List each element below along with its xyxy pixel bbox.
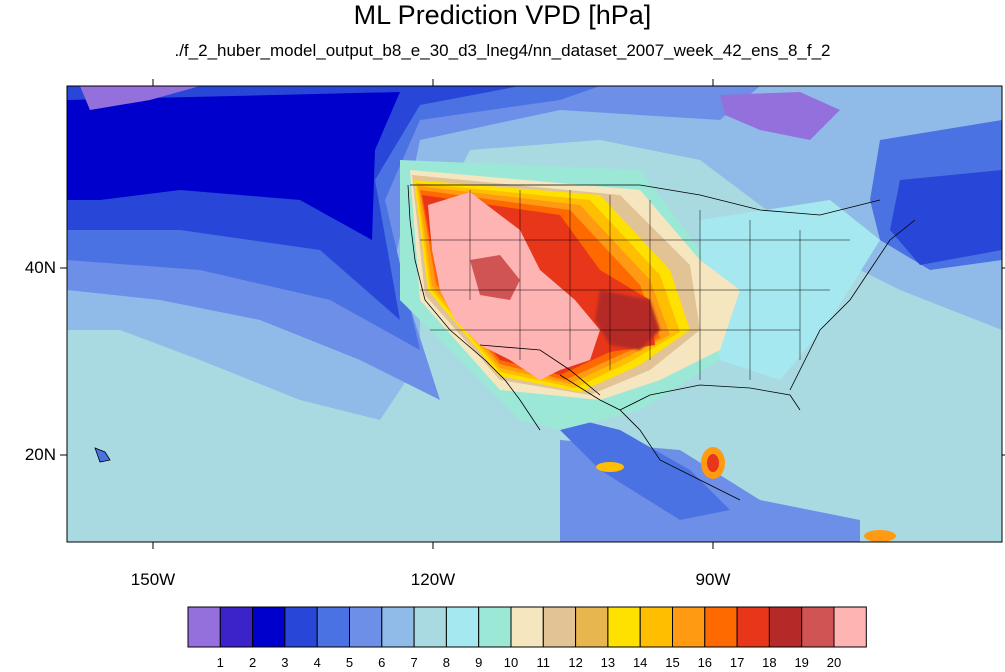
colorbar-box-6 bbox=[349, 606, 383, 648]
lon-label-150w: 150W bbox=[130, 570, 176, 589]
colorbar-box-3 bbox=[252, 606, 286, 648]
us-mexico-border bbox=[479, 344, 601, 396]
colorbar-box-11 bbox=[510, 606, 544, 648]
colorbar-label: 19 bbox=[794, 655, 809, 670]
field-atlantic-deep bbox=[890, 170, 1002, 265]
colorbar-box-15 bbox=[639, 606, 674, 648]
colorbar bbox=[187, 606, 867, 648]
colorbar-box-20 bbox=[801, 606, 835, 648]
hawaii bbox=[94, 447, 111, 463]
colorbar-label: 1 bbox=[216, 655, 224, 670]
colorbar-label: 15 bbox=[665, 655, 680, 670]
state-lines bbox=[420, 190, 850, 380]
colorbar-label: 20 bbox=[826, 655, 842, 670]
field-mexico-blue bbox=[540, 410, 730, 520]
map-ticks bbox=[60, 79, 1005, 549]
field-arctic-lavender bbox=[80, 86, 200, 110]
colorbar-box-1 bbox=[187, 606, 221, 648]
colorbar-label: 14 bbox=[632, 655, 648, 670]
colorbar-box-21 bbox=[833, 606, 867, 648]
colorbar-box-8 bbox=[413, 606, 447, 648]
colorbar-label: 11 bbox=[536, 655, 551, 670]
plot-subtitle: ./f_2_huber_model_output_b8_e_30_d3_lneg… bbox=[174, 41, 831, 60]
field-hotspot-mexico-core bbox=[707, 454, 719, 472]
field-hotspot-southeast bbox=[864, 530, 896, 542]
colorbar-box-19 bbox=[768, 606, 803, 648]
colorbar-box-4 bbox=[284, 606, 318, 648]
field-canada-lavender bbox=[720, 92, 840, 140]
colorbar-box-18 bbox=[736, 606, 770, 648]
colorbar-box-16 bbox=[672, 606, 706, 648]
colorbar-label: 8 bbox=[442, 655, 450, 670]
colorbar-label: 2 bbox=[248, 655, 257, 670]
plot-title: ML Prediction VPD [hPa] bbox=[353, 0, 652, 30]
colorbar-label: 16 bbox=[697, 655, 713, 670]
colorbar-label: 13 bbox=[600, 655, 616, 670]
map-field bbox=[67, 86, 1002, 542]
colorbar-label: 9 bbox=[475, 655, 483, 670]
colorbar-label: 12 bbox=[568, 655, 583, 670]
colorbar-box-5 bbox=[316, 606, 351, 648]
lat-label-40n: 40N bbox=[24, 258, 56, 277]
colorbar-box-14 bbox=[607, 606, 641, 648]
coastlines bbox=[94, 184, 916, 501]
colorbar-label: 10 bbox=[503, 655, 519, 670]
field-band-dark-blue bbox=[67, 92, 400, 240]
colorbar-label: 4 bbox=[313, 655, 321, 670]
field-gulf-light bbox=[640, 380, 820, 470]
lon-label-90w: 90W bbox=[695, 570, 731, 589]
colorbar-box-17 bbox=[704, 606, 738, 648]
colorbar-box-9 bbox=[445, 606, 480, 648]
gulf-coast bbox=[619, 384, 801, 411]
colorbar-label: 7 bbox=[410, 655, 418, 670]
baja-coast bbox=[504, 379, 541, 431]
map-frame bbox=[66, 85, 1003, 543]
colorbar-label: 3 bbox=[281, 655, 289, 670]
us-canada-border bbox=[410, 184, 881, 216]
lon-label-120w: 120W bbox=[410, 570, 456, 589]
colorbar-box-2 bbox=[219, 606, 254, 648]
colorbar-box-12 bbox=[542, 606, 577, 648]
mexico-coast bbox=[559, 374, 741, 501]
colorbar-box-7 bbox=[381, 606, 415, 648]
us-east-coast bbox=[789, 219, 916, 391]
colorbar-box-13 bbox=[575, 606, 609, 648]
colorbar-label: 17 bbox=[729, 655, 745, 670]
colorbar-label: 5 bbox=[345, 655, 354, 670]
field-plains-core bbox=[595, 290, 660, 350]
us-west-coast bbox=[407, 184, 506, 381]
lat-label-20n: 20N bbox=[24, 445, 56, 464]
colorbar-label: 18 bbox=[762, 655, 777, 670]
field-west-core-red bbox=[470, 255, 520, 300]
colorbar-label: 6 bbox=[378, 655, 386, 670]
colorbar-box-10 bbox=[478, 606, 512, 648]
field-hotspot-south bbox=[596, 462, 624, 472]
